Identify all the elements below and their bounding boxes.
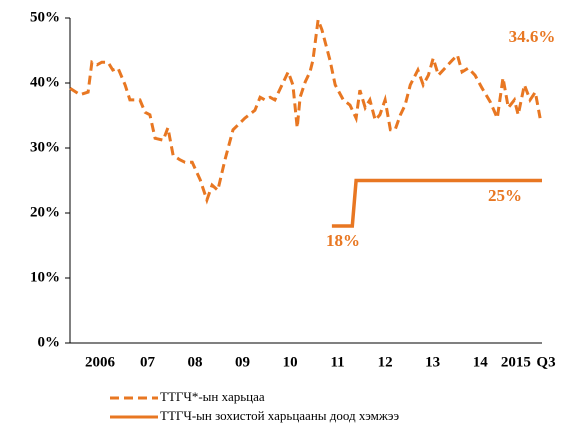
annotation: 18% xyxy=(326,231,360,250)
y-tick-label: 10% xyxy=(30,269,60,285)
x-tick-label: 14 xyxy=(473,354,489,370)
x-tick-label: Q3 xyxy=(536,354,555,370)
y-tick-label: 50% xyxy=(30,9,60,25)
y-tick-label: 30% xyxy=(30,139,60,155)
legend-label: ТТГЧ-ын зохистой харьцааны доод хэмжээ xyxy=(160,408,399,423)
x-tick-label: 09 xyxy=(235,354,250,370)
y-tick-label: 0% xyxy=(38,334,61,350)
y-tick-label: 40% xyxy=(30,74,60,90)
x-tick-label: 13 xyxy=(425,354,440,370)
x-tick-label: 12 xyxy=(378,354,393,370)
x-tick-label: 2006 xyxy=(85,354,116,370)
x-tick-label: 07 xyxy=(140,354,156,370)
series-line xyxy=(69,19,542,205)
x-tick-label: 2015 xyxy=(501,354,531,370)
annotation: 25% xyxy=(488,186,522,205)
annotation: 34.6% xyxy=(509,27,556,46)
x-tick-label: 08 xyxy=(188,354,203,370)
x-tick-label: 10 xyxy=(283,354,298,370)
y-tick-label: 20% xyxy=(30,204,60,220)
legend-label: ТТГЧ*-ын харьцаа xyxy=(160,389,265,404)
series-line xyxy=(331,178,542,228)
x-tick-label: 11 xyxy=(331,354,345,370)
